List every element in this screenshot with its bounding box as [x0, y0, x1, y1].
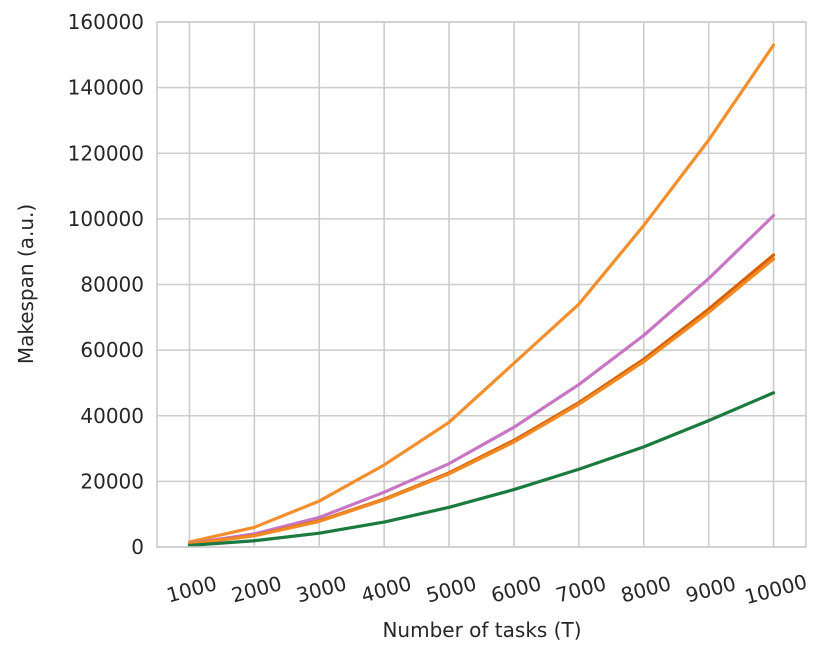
- x-tick-label: 5000: [424, 571, 479, 607]
- x-tick-label: 3000: [294, 571, 349, 607]
- x-tick-label: 4000: [359, 571, 414, 607]
- x-tick-label: 7000: [553, 571, 608, 607]
- plot-frame: [156, 21, 807, 548]
- x-tick-labels: 1000 2000 3000 4000 5000 6000 7000 8000 9000 1000…: [164, 569, 810, 609]
- x-tick-label: 8000: [618, 571, 673, 607]
- x-tick-label: 2000: [229, 571, 284, 607]
- y-tick-label: 60000: [80, 338, 144, 362]
- x-tick-label: 10000: [742, 569, 810, 609]
- y-axis-label: Makespan (a.u.): [14, 204, 38, 364]
- series-line-orange-top: [187, 43, 776, 544]
- plot-series: [187, 43, 776, 548]
- y-tick-label: 80000: [80, 273, 144, 297]
- y-tick-label: 100000: [68, 207, 144, 231]
- x-tick-label: 1000: [164, 571, 219, 607]
- axes: [156, 21, 807, 548]
- series-line-pink: [187, 213, 776, 546]
- series-line-orange-mid: [187, 257, 776, 546]
- y-tick-label: 40000: [80, 404, 144, 428]
- x-tick-label: 9000: [683, 571, 738, 607]
- y-tick-labels: 0 20000 40000 60000 80000 100000 120000 140000 1…: [68, 10, 144, 559]
- y-tick-label: 20000: [80, 469, 144, 493]
- x-axis-label: Number of tasks (T): [382, 618, 581, 642]
- y-tick-label: 0: [131, 535, 144, 559]
- y-tick-label: 120000: [68, 141, 144, 165]
- x-tick-label: 6000: [488, 571, 543, 607]
- y-tick-label: 160000: [68, 10, 144, 34]
- grid: [157, 21, 806, 548]
- series-line-green: [187, 391, 776, 548]
- y-tick-label: 140000: [68, 76, 144, 100]
